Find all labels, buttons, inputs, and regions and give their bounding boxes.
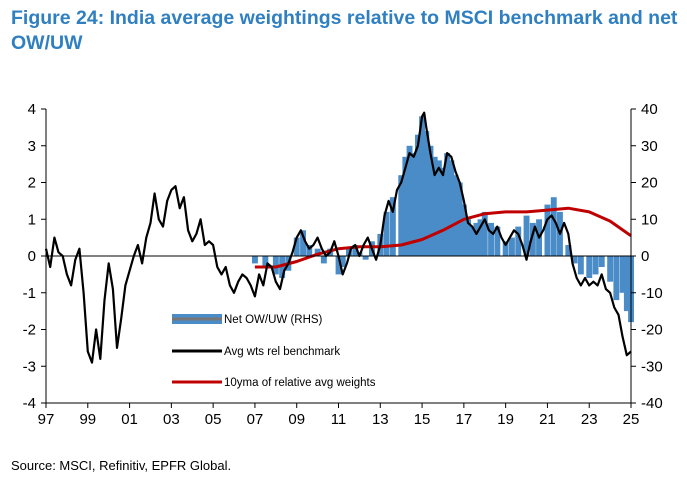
net-ow-uw-bar <box>592 256 599 275</box>
plot-area <box>44 111 634 364</box>
net-ow-uw-bar <box>544 204 551 256</box>
net-ow-uw-bar <box>339 256 346 267</box>
net-ow-uw-bar <box>577 256 584 275</box>
net-ow-uw-bar <box>419 116 425 256</box>
net-ow-uw-bar <box>515 226 522 256</box>
ten-year-ma-line <box>254 206 632 269</box>
net-ow-uw-bar <box>314 248 321 256</box>
net-ow-uw-bar <box>431 156 438 256</box>
left-tick-label: -2 <box>23 322 36 339</box>
net-ow-uw-bar <box>406 145 413 257</box>
net-ow-uw-bar <box>398 175 405 256</box>
net-ow-uw-bar <box>402 156 409 256</box>
net-ow-uw-bar <box>509 237 515 256</box>
net-ow-uw-bar <box>300 230 306 256</box>
net-ow-uw-bar <box>262 256 269 267</box>
net-ow-uw-bar <box>613 256 620 301</box>
net-ow-uw-bar <box>415 134 421 256</box>
net-ow-uw-bar <box>306 245 313 256</box>
x-tick-label: 21 <box>539 411 556 428</box>
left-tick-label: 4 <box>28 101 36 118</box>
net-ow-uw-bar <box>452 175 459 256</box>
net-ow-uw-bar <box>465 219 471 257</box>
x-tick-label: 09 <box>288 411 305 428</box>
net-ow-uw-bar <box>481 211 488 256</box>
net-ow-uw-bar <box>252 256 258 264</box>
net-ow-uw-bar <box>335 256 342 275</box>
right-tick-label: 30 <box>641 138 658 155</box>
x-tick-label: 19 <box>497 411 514 428</box>
net-ow-uw-bar <box>456 182 463 256</box>
right-tick-label: 40 <box>641 101 658 118</box>
net-ow-uw-bar <box>410 153 417 256</box>
x-tick-label: 03 <box>163 411 180 428</box>
avg-wts-rel-benchmark-line <box>44 111 632 364</box>
net-ow-uw-bar <box>440 167 446 256</box>
x-tick-label: 13 <box>372 411 389 428</box>
left-tick-label: -3 <box>23 358 36 375</box>
net-ow-uw-bar <box>448 160 455 256</box>
net-ow-uw-bar <box>444 153 451 256</box>
net-ow-uw-bar <box>460 204 467 256</box>
x-tick-label: 11 <box>331 411 347 428</box>
left-tick-label: 1 <box>28 211 36 228</box>
x-tick-label: 17 <box>456 411 473 428</box>
left-tick-label: -1 <box>23 285 36 302</box>
legend-label: Avg wts rel benchmark <box>224 346 340 358</box>
right-tick-label: 20 <box>641 175 658 192</box>
x-tick-label: 25 <box>623 411 640 428</box>
net-ow-uw-bar <box>469 226 476 256</box>
legend: Net OW/UW (RHS) Avg wts rel benchmark 10ym… <box>172 314 376 389</box>
left-tick-label: 3 <box>28 138 36 155</box>
net-ow-uw-bar <box>586 256 593 278</box>
net-ow-uw-bar <box>352 245 359 256</box>
net-ow-uw-bar <box>427 145 434 257</box>
net-ow-uw-bar <box>320 256 327 264</box>
net-ow-uw-bar <box>502 241 509 256</box>
net-ow-uw-bar <box>488 222 494 256</box>
net-ow-uw-bar <box>272 256 279 275</box>
net-ow-uw-bar <box>529 222 536 256</box>
right-tick-label: 0 <box>641 248 649 265</box>
x-tick-label: 97 <box>38 411 55 428</box>
x-tick-label: 99 <box>79 411 96 428</box>
x-tick-label: 05 <box>205 411 222 428</box>
net-ow-uw-bar <box>383 211 390 256</box>
left-tick-label: 2 <box>28 175 36 192</box>
net-ow-uw-bar <box>550 197 557 256</box>
net-ow-uw-bar <box>279 256 286 278</box>
right-tick-label: -40 <box>641 395 663 412</box>
chart-title: Figure 24: India average weightings rela… <box>11 7 678 54</box>
source-note: Source: MSCI, Refinitiv, EPFR Global. <box>11 458 232 473</box>
right-tick-label: -10 <box>641 285 663 302</box>
net-ow-uw-bar <box>623 256 630 312</box>
net-ow-uw-bar <box>494 226 501 256</box>
net-ow-uw-bar <box>473 222 480 256</box>
right-tick-label: -30 <box>641 358 663 375</box>
net-ow-uw-bar <box>477 219 484 257</box>
x-tick-label: 01 <box>121 411 138 428</box>
net-ow-uw-bar <box>389 197 396 256</box>
right-tick-label: -20 <box>641 322 663 339</box>
legend-label: Net OW/UW (RHS) <box>224 314 323 326</box>
left-tick-label: -4 <box>23 395 36 412</box>
net-ow-uw-bar <box>571 256 578 264</box>
net-ow-uw-bar <box>565 245 572 256</box>
net-ow-uw-bar <box>362 256 369 260</box>
right-tick-label: 10 <box>641 211 658 228</box>
x-tick-label: 23 <box>581 411 598 428</box>
x-tick-label: 07 <box>247 411 264 428</box>
left-tick-label: 0 <box>28 248 36 265</box>
x-tick-label: 15 <box>414 411 431 428</box>
net-ow-uw-bar <box>523 215 530 256</box>
net-ow-uw-bar <box>619 256 626 293</box>
legend-label: 10yma of relative avg weights <box>224 377 376 389</box>
net-ow-uw-bar <box>607 256 614 282</box>
net-ow-uw-bar <box>598 256 605 267</box>
net-ow-uw-bar <box>423 131 430 256</box>
net-ow-uw-bar <box>293 237 300 256</box>
net-ow-uw-bar <box>435 160 442 256</box>
